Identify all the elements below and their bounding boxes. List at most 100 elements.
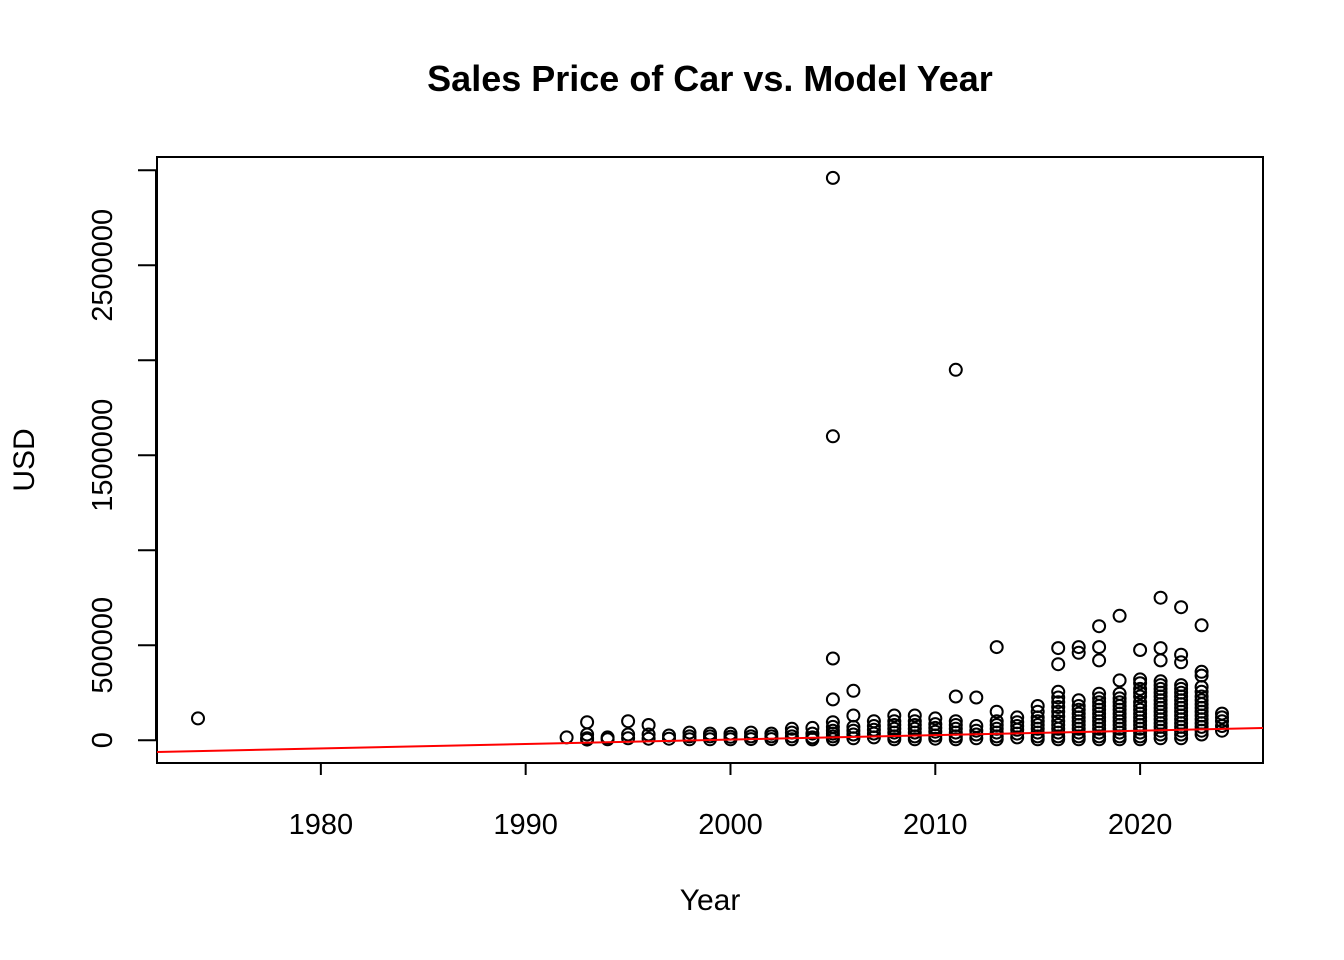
data-point xyxy=(948,689,963,704)
y-tick-label: 0 xyxy=(87,732,119,748)
data-point xyxy=(662,731,676,746)
data-point xyxy=(580,732,595,747)
data-points xyxy=(191,170,1229,747)
data-point xyxy=(1030,721,1045,736)
data-point xyxy=(1133,672,1148,687)
data-point xyxy=(641,731,656,746)
data-point xyxy=(1051,704,1066,719)
x-tick-label: 2010 xyxy=(903,809,968,841)
data-point xyxy=(1215,719,1229,733)
data-point xyxy=(846,727,861,742)
data-point xyxy=(928,724,943,739)
data-point xyxy=(825,692,840,707)
data-point xyxy=(621,727,636,742)
data-point xyxy=(682,732,697,747)
data-point xyxy=(1051,641,1066,656)
data-point xyxy=(1112,608,1127,623)
regression-line xyxy=(156,727,1264,753)
data-point xyxy=(1215,710,1229,725)
data-point xyxy=(846,731,861,746)
data-point xyxy=(1092,732,1107,747)
data-point xyxy=(1092,653,1107,668)
data-point xyxy=(1194,723,1209,738)
data-point xyxy=(948,732,963,747)
y-axis: 0 500000 1500000 2500000 xyxy=(87,169,157,748)
data-point xyxy=(1133,732,1148,747)
data-point xyxy=(1174,655,1189,670)
data-point xyxy=(1051,690,1066,705)
data-point xyxy=(989,704,1004,719)
data-point xyxy=(969,731,984,746)
data-point xyxy=(907,725,922,740)
x-axis-label: Year xyxy=(680,884,741,917)
data-point xyxy=(887,721,902,736)
data-point xyxy=(1071,645,1086,660)
data-point xyxy=(1174,647,1189,662)
data-point xyxy=(1133,725,1148,740)
data-point xyxy=(989,640,1004,655)
data-point xyxy=(1092,721,1107,736)
data-point xyxy=(1174,727,1189,742)
data-point xyxy=(1153,590,1168,605)
data-point xyxy=(1092,640,1107,655)
data-point xyxy=(559,730,574,745)
data-point xyxy=(682,725,697,740)
data-point xyxy=(600,732,615,747)
data-point xyxy=(1153,731,1168,746)
data-point xyxy=(948,362,963,377)
data-point xyxy=(1030,704,1045,719)
data-point xyxy=(1133,643,1148,657)
y-tick-label: 2500000 xyxy=(87,209,119,322)
data-point xyxy=(191,711,205,726)
data-point xyxy=(1092,619,1107,634)
data-point xyxy=(1071,732,1086,747)
y-tick-label: 1500000 xyxy=(87,399,119,512)
data-point xyxy=(866,726,881,741)
data-point xyxy=(846,708,861,723)
data-point xyxy=(1133,676,1148,691)
data-point xyxy=(580,715,595,730)
data-point xyxy=(805,732,820,747)
data-point xyxy=(1133,689,1148,704)
data-point xyxy=(1112,721,1127,736)
data-point xyxy=(1194,719,1209,734)
y-axis-label: USD xyxy=(8,428,41,491)
data-point xyxy=(1153,727,1168,742)
data-point xyxy=(1153,653,1168,668)
data-point xyxy=(1051,700,1066,714)
data-point xyxy=(825,429,840,444)
data-point xyxy=(1194,680,1209,694)
y-tick-label: 500000 xyxy=(87,597,119,694)
x-tick-label: 1980 xyxy=(289,809,354,841)
data-point xyxy=(1071,721,1086,736)
data-point xyxy=(1010,730,1025,745)
data-point xyxy=(928,731,943,746)
data-point xyxy=(1051,684,1066,699)
data-point xyxy=(1153,641,1168,656)
data-point xyxy=(1174,600,1189,615)
data-point xyxy=(1112,732,1127,747)
data-point xyxy=(1051,721,1066,736)
data-point xyxy=(1133,721,1148,736)
data-point xyxy=(580,727,595,742)
data-point xyxy=(1194,664,1209,679)
data-point xyxy=(846,683,861,698)
data-point xyxy=(1051,695,1066,710)
data-point xyxy=(1071,693,1086,708)
data-point xyxy=(1071,640,1086,655)
data-point xyxy=(1174,731,1189,746)
data-point xyxy=(928,720,943,735)
data-point xyxy=(621,731,636,746)
x-tick-label: 2000 xyxy=(698,809,763,841)
data-point xyxy=(969,723,984,738)
data-point xyxy=(907,732,922,747)
data-point xyxy=(641,718,656,732)
data-point xyxy=(805,726,820,741)
chart-title: Sales Price of Car vs. Model Year xyxy=(427,58,993,99)
plot-frame xyxy=(156,156,1264,764)
data-point xyxy=(1112,725,1127,740)
data-point xyxy=(1010,722,1025,737)
data-point xyxy=(1133,685,1148,700)
data-point xyxy=(887,732,902,747)
